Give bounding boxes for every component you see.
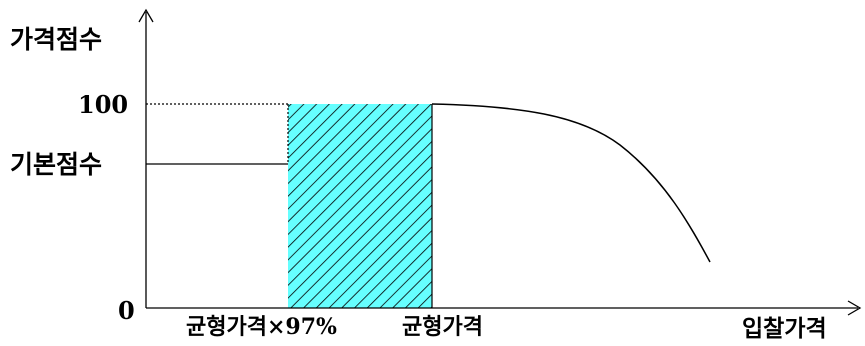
score-curve bbox=[431, 103, 711, 263]
balanced-price-label: 균형가격 bbox=[402, 314, 483, 340]
x-axis-title: 입찰가격 bbox=[742, 315, 827, 342]
origin-label: 0 bbox=[118, 296, 135, 325]
base-score-label: 기본점수 bbox=[10, 150, 102, 179]
y-axis-title: 가격점수 bbox=[10, 25, 102, 54]
hatched-region bbox=[288, 104, 432, 308]
balanced-price-97-label: 균형가격×97% bbox=[186, 314, 337, 340]
x-axis-arrowhead bbox=[847, 300, 862, 316]
y-axis-arrowhead bbox=[138, 8, 154, 23]
y-max-label: 100 bbox=[78, 90, 128, 119]
